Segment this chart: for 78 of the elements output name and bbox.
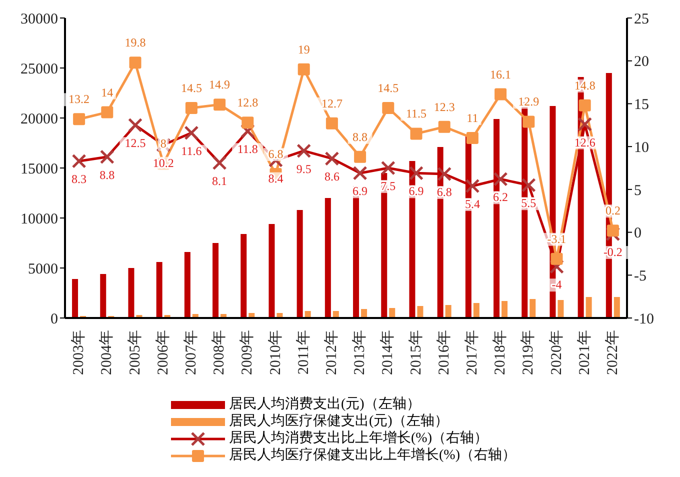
data-label: 5.5 [521, 196, 536, 210]
legend-label: 居民人均医疗保健支出(元)（左轴） [229, 413, 448, 430]
y2-tick-label: -10 [634, 311, 654, 328]
x-tick-label: 2018年 [492, 330, 509, 375]
y2-tick-label: 10 [634, 140, 649, 156]
data-label: 8.3 [72, 172, 87, 186]
data-label: 14.5 [180, 81, 202, 95]
data-label: -4 [552, 278, 562, 292]
x-tick-label: 2010年 [266, 330, 284, 375]
data-label: 6.2 [493, 190, 508, 204]
data-label: 12.6 [574, 135, 596, 150]
data-label: 12.8 [237, 96, 258, 110]
data-label: 8 [160, 136, 166, 151]
x-tick-label: 2011年 [294, 330, 312, 374]
y2-tick-label: 0 [634, 226, 642, 242]
y-tick-label: 30000 [20, 11, 58, 28]
x-tick-label: 2003年 [70, 330, 88, 375]
data-label: 12.3 [434, 100, 455, 114]
x-tick-label: 2020年 [548, 330, 565, 375]
data-label: 6.9 [408, 184, 424, 198]
data-label: 5.4 [464, 197, 480, 211]
x-tick-label: 2012年 [322, 330, 340, 375]
y2-tick-label: 20 [634, 54, 649, 70]
data-label: 8.1 [212, 174, 228, 188]
y2-tick-label: 15 [634, 97, 649, 114]
data-label: 7.5 [380, 179, 396, 193]
x-tick-label: 2007年 [182, 330, 200, 375]
data-label: 12.9 [518, 94, 540, 109]
data-label: 19 [298, 42, 310, 56]
x-tick-label: 2021年 [576, 330, 593, 375]
x-tick-label: 2004年 [98, 330, 116, 375]
data-label: 6.8 [268, 147, 284, 161]
data-label: 11.5 [406, 106, 427, 121]
data-label: 6.9 [352, 184, 368, 198]
data-label: -3.1 [547, 232, 566, 246]
data-label: 8.6 [324, 170, 340, 184]
y2-tick-label: -5 [634, 268, 646, 284]
data-label: 14.8 [574, 78, 596, 92]
x-tick-label: 2006年 [154, 330, 172, 375]
data-label: 12.5 [124, 136, 146, 150]
legend-label: 居民人均消费支出比上年增长(%)（右轴） [229, 430, 488, 447]
x-tick-label: 2019年 [520, 330, 537, 375]
y2-tick-label: 5 [634, 182, 642, 199]
x-tick-label: 2014年 [379, 330, 396, 375]
data-label: 8.8 [100, 168, 115, 182]
data-label: 8.4 [268, 171, 284, 186]
data-label: 16.1 [490, 67, 512, 82]
data-label: 14.9 [209, 78, 230, 92]
x-tick-label: 2013年 [351, 330, 368, 375]
data-label: 14.5 [378, 81, 399, 95]
data-label: 14 [101, 85, 114, 100]
y-tick-label: 15000 [20, 161, 58, 178]
x-tick-label: 2015年 [407, 330, 424, 375]
x-tick-label: 2016年 [435, 330, 452, 375]
data-label: 9.5 [296, 162, 312, 176]
x-tick-label: 2009年 [238, 330, 256, 375]
x-tick-label: 2005年 [126, 330, 144, 375]
data-label: -0.2 [603, 245, 622, 259]
data-label: 0.2 [605, 204, 620, 218]
data-label: 13.2 [68, 92, 90, 106]
x-tick-label: 2022年 [604, 330, 621, 375]
y-tick-label: 5000 [28, 261, 58, 278]
data-label: 11.8 [237, 142, 258, 156]
y-tick-label: 25000 [20, 61, 58, 78]
y-tick-label: 20000 [20, 111, 58, 128]
legend-label: 居民人均消费支出(元)（左轴） [229, 396, 420, 413]
data-label: 6.8 [436, 185, 452, 199]
data-label: 11.6 [181, 144, 202, 158]
y2-tick-label: 25 [634, 11, 649, 28]
y-tick-label: 0 [50, 311, 58, 328]
legend-label: 居民人均医疗保健支出比上年增长(%)（右轴） [229, 447, 516, 464]
data-label: 8.8 [352, 130, 368, 144]
x-tick-label: 2008年 [210, 330, 228, 375]
x-tick-label: 2017年 [463, 330, 480, 375]
data-label: 19.8 [124, 36, 146, 50]
data-label: 11 [466, 111, 478, 125]
y-tick-label: 10000 [20, 211, 58, 228]
data-label: 12.7 [321, 96, 342, 110]
